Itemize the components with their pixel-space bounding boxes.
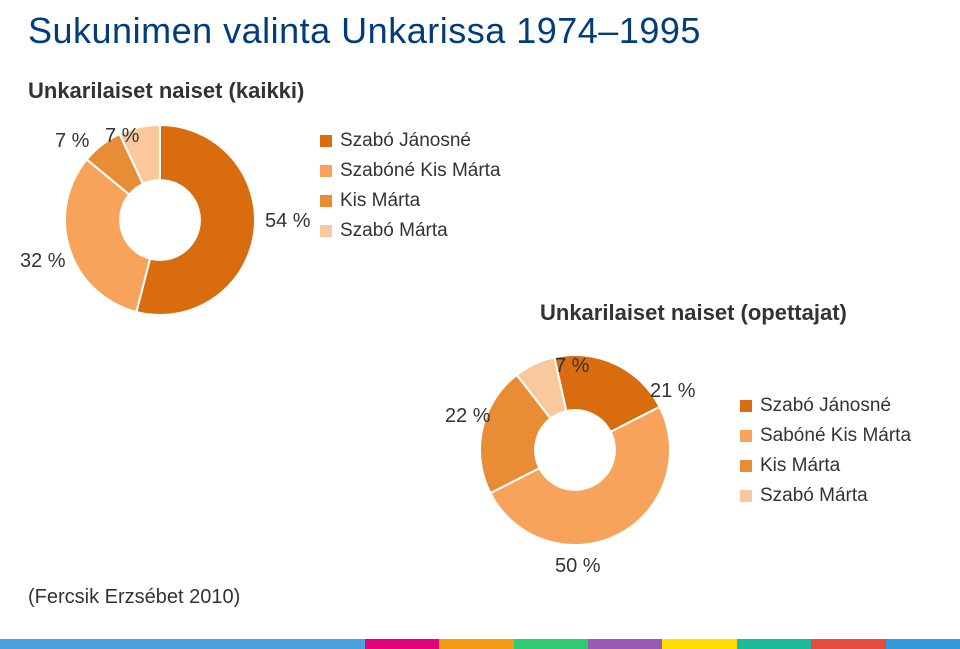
legend-item: Sabóné Kis Márta (740, 425, 911, 447)
footer-stripe (0, 639, 960, 649)
chart2-title: Unkarilaiset naiset (opettajat) (540, 300, 847, 326)
legend-item: Kis Márta (320, 190, 501, 212)
legend-item: Szabóné Kis Márta (320, 160, 501, 182)
chart2-donut (475, 350, 675, 550)
legend-label: Szabó Jánosné (760, 395, 891, 417)
legend-label: Szabóné Kis Márta (340, 160, 501, 182)
chart2-legend: Szabó Jánosné Sabóné Kis Márta Kis Márta… (740, 395, 911, 507)
footer-segment (588, 639, 662, 649)
page-title: Sukunimen valinta Unkarissa 1974–1995 (28, 10, 701, 52)
chart2-label-1: 50 % (555, 555, 601, 578)
legend-swatch-icon (320, 225, 332, 237)
legend-label: Kis Márta (760, 455, 840, 477)
legend-label: Sabóné Kis Márta (760, 425, 911, 447)
legend-label: Szabó Márta (760, 485, 868, 507)
footer-segment (662, 639, 736, 649)
footer-segment (886, 639, 960, 649)
source-citation: (Fercsik Erzsébet 2010) (28, 586, 240, 609)
legend-swatch-icon (740, 400, 752, 412)
chart1-legend: Szabó Jánosné Szabóné Kis Márta Kis Márt… (320, 130, 501, 242)
chart1-label-0: 54 % (265, 210, 311, 233)
legend-swatch-icon (320, 135, 332, 147)
legend-swatch-icon (320, 165, 332, 177)
chart2-label-2: 22 % (445, 405, 491, 428)
legend-swatch-icon (740, 460, 752, 472)
legend-swatch-icon (740, 490, 752, 502)
legend-label: Szabó Jánosné (340, 130, 471, 152)
legend-item: Szabó Márta (740, 485, 911, 507)
chart2-label-0: 21 % (650, 380, 696, 403)
chart1-title: Unkarilaiset naiset (kaikki) (28, 78, 304, 104)
footer-segment (514, 639, 588, 649)
chart1-label-1: 32 % (20, 250, 66, 273)
chart1-label-2: 7 % (55, 130, 89, 153)
legend-item: Szabó Jánosné (740, 395, 911, 417)
legend-swatch-icon (320, 195, 332, 207)
footer-segment (737, 639, 811, 649)
legend-label: Kis Márta (340, 190, 420, 212)
legend-label: Szabó Márta (340, 220, 448, 242)
footer-segment (365, 639, 439, 649)
legend-item: Szabó Jánosné (320, 130, 501, 152)
footer-segment (439, 639, 513, 649)
legend-item: Szabó Márta (320, 220, 501, 242)
chart1-donut (60, 120, 260, 320)
legend-item: Kis Márta (740, 455, 911, 477)
chart1-label-3: 7 % (105, 125, 139, 148)
footer-segment (0, 639, 365, 649)
legend-swatch-icon (740, 430, 752, 442)
chart2-label-3: 7 % (555, 355, 589, 378)
footer-segment (811, 639, 885, 649)
